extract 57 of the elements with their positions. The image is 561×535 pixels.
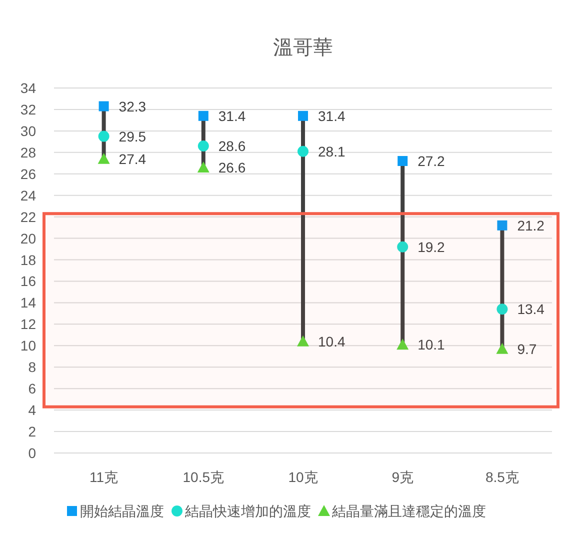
data-label: 9.7 [517,340,537,357]
data-label: 31.4 [318,108,346,124]
legend-label: 結晶快速增加的溫度 [184,503,311,519]
legend-label: 結晶量滿且達穩定的溫度 [331,503,486,519]
data-label: 31.4 [218,108,246,124]
data-label: 10.4 [318,333,346,350]
y-tick-label: 16 [20,273,36,290]
point [496,342,508,354]
x-tick-label: 10.5克 [182,469,224,485]
point [298,110,308,121]
y-tick-label: 30 [20,122,36,139]
point [297,335,309,346]
data-label: 27.4 [118,150,146,167]
point [98,101,109,112]
y-tick-label: 32 [20,101,36,118]
point [298,146,308,157]
point [397,241,408,252]
y-tick-label: 20 [20,230,36,246]
data-label: 10.1 [418,336,446,353]
y-tick-label: 34 [20,80,36,96]
point [98,130,110,142]
data-label: 26.6 [218,159,246,176]
data-label: 32.3 [118,98,146,114]
chart-title: 溫哥華 [273,37,333,59]
data-label: 29.5 [118,128,146,144]
data-label: 27.2 [418,153,446,169]
point [497,220,508,230]
point [398,156,408,166]
data-label: 28.1 [318,143,346,160]
y-tick-label: 24 [20,187,36,204]
data-label: 21.2 [517,217,545,234]
point [197,161,210,172]
y-tick-label: 22 [20,208,36,225]
data-label: 13.4 [517,301,545,318]
y-tick-label: 14 [20,294,36,311]
point [198,110,208,121]
y-tick-label: 28 [20,144,36,160]
point [396,338,409,350]
y-tick-label: 26 [20,166,36,182]
y-tick-label: 10 [20,338,36,354]
x-tick-label: 8.5克 [485,469,519,485]
y-tick-label: 4 [28,402,36,418]
x-tick-label: 9克 [392,469,414,485]
point [98,152,110,164]
data-label: 28.6 [218,138,246,154]
data-label: 19.2 [418,238,446,255]
y-tick-label: 0 [28,445,36,461]
point [198,140,209,152]
x-tick-label: 10克 [288,469,318,485]
y-tick-label: 6 [28,380,36,397]
y-tick-label: 8 [28,359,36,376]
y-tick-label: 18 [20,252,36,268]
x-tick-label: 11克 [90,469,118,485]
y-tick-label: 12 [20,316,36,332]
legend-label: 開始結晶溫度 [80,503,164,519]
point [496,304,508,315]
y-tick-label: 2 [28,424,36,440]
